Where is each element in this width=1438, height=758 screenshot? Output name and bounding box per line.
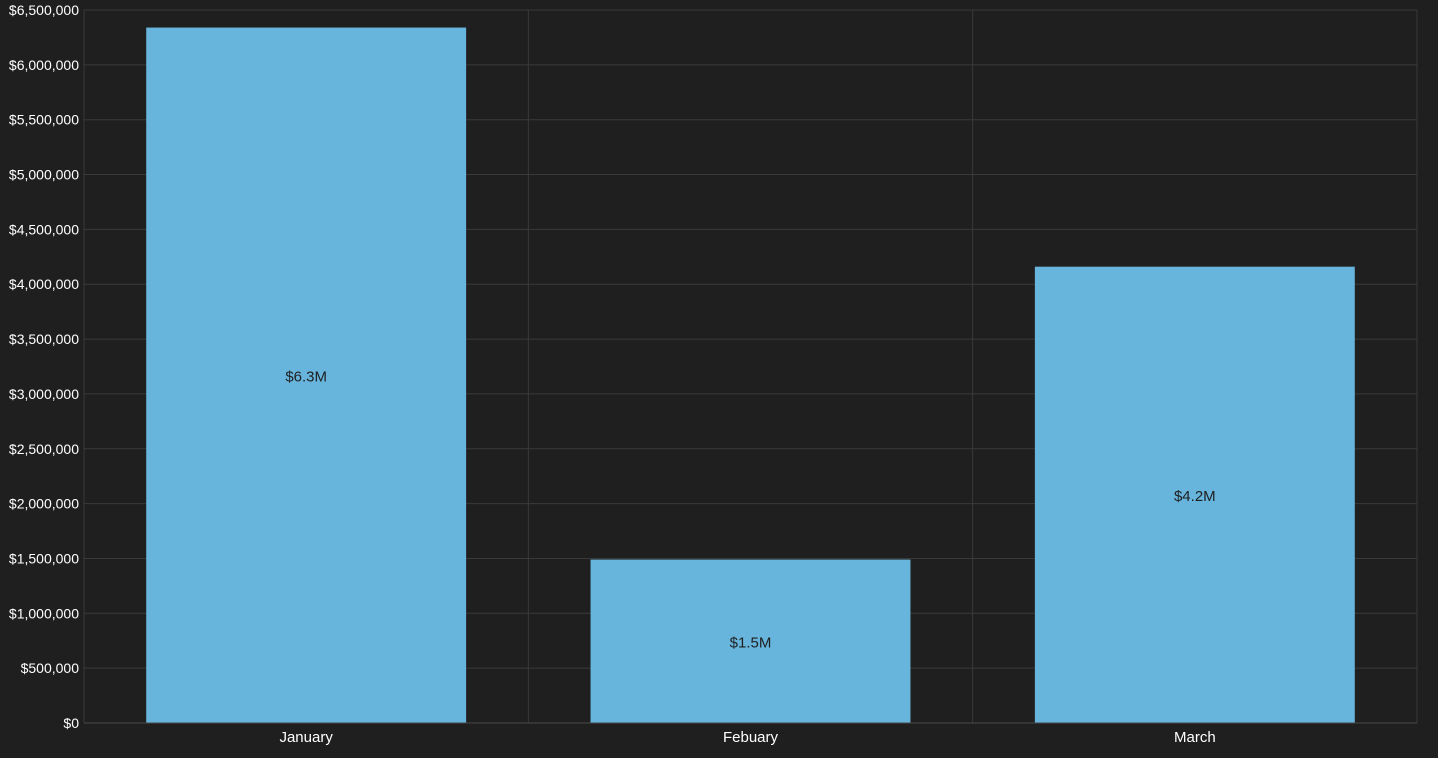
y-tick-label: $3,000,000 bbox=[9, 386, 79, 402]
y-tick-label: $6,000,000 bbox=[9, 57, 79, 73]
y-tick-label: $1,500,000 bbox=[9, 550, 79, 566]
y-tick-label: $5,000,000 bbox=[9, 167, 79, 183]
y-tick-label: $2,000,000 bbox=[9, 496, 79, 512]
y-tick-label: $5,500,000 bbox=[9, 112, 79, 128]
y-tick-label: $500,000 bbox=[21, 660, 80, 676]
y-tick-label: $0 bbox=[63, 715, 79, 731]
bar-january[interactable] bbox=[146, 27, 467, 723]
bar-febuary[interactable] bbox=[590, 559, 911, 723]
y-tick-label: $3,500,000 bbox=[9, 331, 79, 347]
y-tick-label: $4,500,000 bbox=[9, 221, 79, 237]
y-tick-label: $6,500,000 bbox=[9, 2, 79, 18]
label-layer: $6.3M $1.5M $4.2M bbox=[285, 368, 1215, 651]
data-label: $6.3M bbox=[285, 368, 327, 385]
x-tick-label: Febuary bbox=[723, 729, 779, 746]
bar-march[interactable] bbox=[1034, 266, 1355, 723]
y-tick-label: $1,000,000 bbox=[9, 605, 79, 621]
axis-layer: $0 $500,000 $1,000,000 $1,500,000 $2,000,000… bbox=[9, 2, 1417, 746]
data-label: $1.5M bbox=[730, 634, 772, 651]
bar-layer bbox=[146, 27, 1355, 723]
y-tick-label: $4,000,000 bbox=[9, 276, 79, 292]
data-label: $4.2M bbox=[1174, 488, 1216, 505]
y-tick-label: $2,500,000 bbox=[9, 441, 79, 457]
x-tick-label: March bbox=[1174, 729, 1216, 746]
x-tick-label: January bbox=[279, 729, 333, 746]
